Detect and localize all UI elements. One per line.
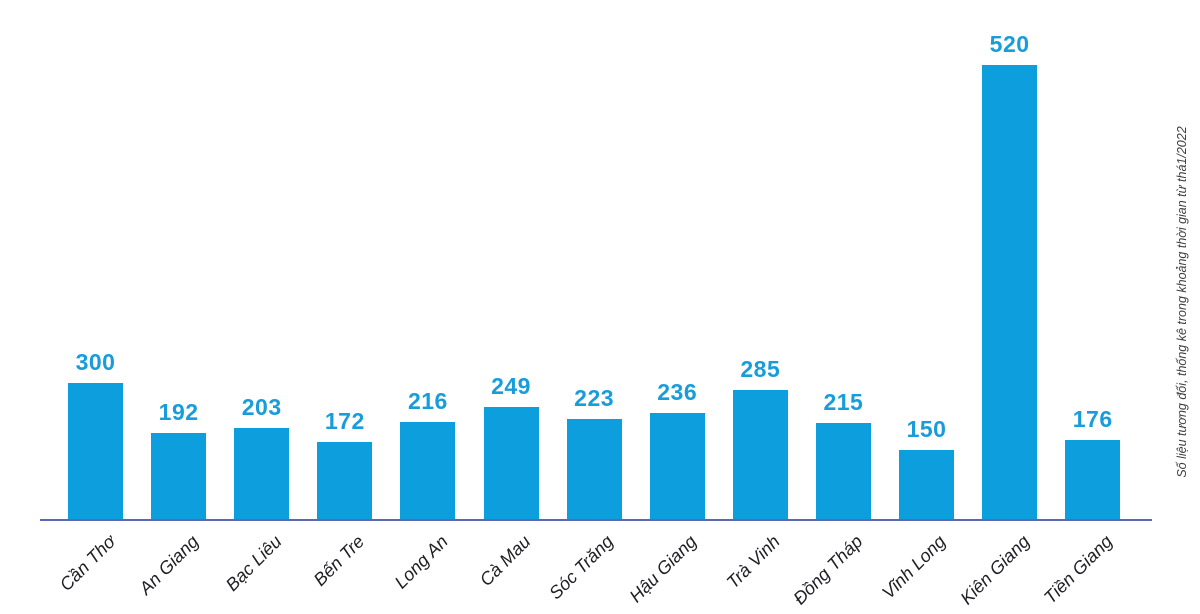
bar-category-label: Hậu Giang xyxy=(625,531,701,607)
bar-value-label: 215 xyxy=(823,389,864,415)
bar-category-label: Cà Mau xyxy=(475,531,535,591)
x-axis-line xyxy=(40,519,1152,521)
bar xyxy=(649,413,705,520)
bar-category-label: Long An xyxy=(390,531,452,593)
bar-category-label: Trà Vinh xyxy=(722,531,784,593)
bar-value-label: 300 xyxy=(75,349,116,375)
bar-value-label: 520 xyxy=(989,31,1030,57)
bar xyxy=(400,422,456,520)
bar xyxy=(566,419,622,520)
bar-value-label: 216 xyxy=(407,388,448,414)
bar-category-label: Sóc Trăng xyxy=(545,531,618,604)
bar xyxy=(982,65,1038,520)
bar-value-label: 203 xyxy=(241,394,282,420)
bar xyxy=(732,390,788,520)
bar-category-label: Kiên Giang xyxy=(955,531,1034,609)
bar xyxy=(234,428,290,520)
bar xyxy=(815,423,871,520)
bar xyxy=(151,433,207,520)
bar-category-label: Vĩnh Long xyxy=(878,531,950,603)
bar-category-label: Bạc Liêu xyxy=(221,531,286,595)
bar xyxy=(1065,440,1121,520)
bar-category-label: Tiền Giang xyxy=(1039,531,1117,608)
bar-category-label: An Giang xyxy=(134,531,203,599)
bar-category-label: Cần Thơ xyxy=(55,531,119,595)
bar-value-label: 176 xyxy=(1072,406,1113,432)
bar-value-label: 223 xyxy=(574,385,615,411)
bar xyxy=(483,407,539,520)
bar-value-label: 285 xyxy=(740,356,781,382)
bar xyxy=(68,383,123,520)
bar xyxy=(317,442,373,520)
bar xyxy=(899,450,954,520)
bar-category-label: Bến Tre xyxy=(309,531,369,590)
bar-value-label: 172 xyxy=(324,408,365,434)
bar-value-label: 192 xyxy=(158,399,199,425)
bar-value-label: 236 xyxy=(657,379,698,405)
footnote: Số liệu tương đối, thống kê trong khoảng… xyxy=(1175,126,1189,478)
bar-category-label: Đồng Tháp xyxy=(789,531,867,609)
bar-value-label: 249 xyxy=(491,373,531,399)
bar-value-label: 150 xyxy=(906,416,947,442)
